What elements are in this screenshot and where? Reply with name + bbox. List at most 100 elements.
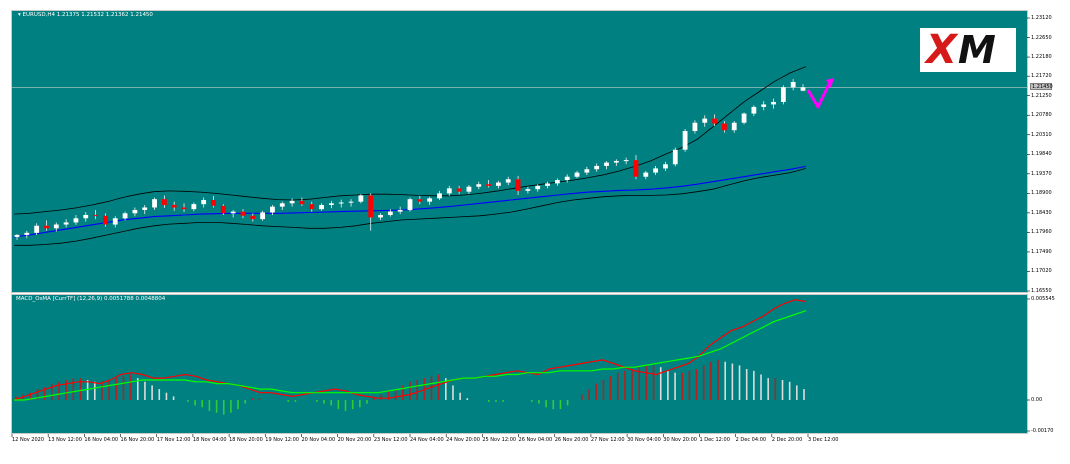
oscillator-tick-label: 0.005545 xyxy=(1031,296,1055,302)
candle-body xyxy=(633,160,639,177)
candle-body xyxy=(574,172,580,177)
candle-body xyxy=(368,195,374,218)
price-tick-label: 1.21250 xyxy=(1031,92,1052,99)
candle-body xyxy=(613,160,619,163)
candle-body xyxy=(643,172,649,177)
price-tick-label: 1.17490 xyxy=(1031,248,1052,255)
price-tick-label: 1.20780 xyxy=(1031,112,1052,119)
candle-body xyxy=(771,101,776,105)
candle-body xyxy=(161,199,167,205)
time-tick-label: 13 Nov 12:00 xyxy=(48,437,82,443)
time-tick-label: 27 Nov 12:00 xyxy=(590,437,625,443)
candle-body xyxy=(348,201,354,203)
time-tick-label: 24 Nov 20:00 xyxy=(446,437,480,443)
oscillator-tick-label: -0.00170 xyxy=(1031,428,1054,434)
candle-body xyxy=(191,204,197,210)
price-tick-label: 1.20310 xyxy=(1031,131,1052,138)
signal-line xyxy=(14,310,807,401)
candle-body xyxy=(73,218,79,223)
candle-body xyxy=(780,87,786,102)
candle-body xyxy=(790,81,796,88)
candle-body xyxy=(171,204,177,208)
time-tick-label: 3 Dec 12:00 xyxy=(808,437,839,443)
oscillator-header: MACD_OsMA [CurrTF] (12,26,9) 0.0051788 0… xyxy=(16,296,166,302)
price-tick-label: 1.23120 xyxy=(1031,15,1052,21)
candle-body xyxy=(446,188,452,194)
symbol-header: ▾ EURUSD,H4 1.21375 1.21532 1.21362 1.21… xyxy=(18,12,153,18)
macd-line xyxy=(13,299,807,401)
candle-body xyxy=(800,87,806,91)
candle-body xyxy=(672,149,678,165)
candle-body xyxy=(751,106,757,114)
candle-body xyxy=(741,113,747,123)
time-tick-label: 20 Nov 04:00 xyxy=(301,437,336,443)
candle-body xyxy=(14,234,20,237)
candle-body xyxy=(142,207,148,210)
candle-body xyxy=(112,218,118,225)
logo-letter-x: X xyxy=(926,27,957,73)
price-tick-label: 1.19370 xyxy=(1031,170,1052,177)
candle-body xyxy=(594,165,600,170)
logo-letter-m: M xyxy=(958,28,996,72)
candle-body xyxy=(722,123,727,131)
price-tick-label: 1.22650 xyxy=(1031,34,1052,41)
candle-body xyxy=(486,184,491,186)
candle-body xyxy=(240,211,246,216)
candle-body xyxy=(279,203,285,207)
candle-body xyxy=(692,122,698,132)
lower-band-line xyxy=(14,168,807,246)
candle-body xyxy=(397,209,403,212)
price-pane[interactable] xyxy=(11,10,1028,293)
price-tick-label: 1.22180 xyxy=(1031,54,1052,61)
candle-body xyxy=(83,214,89,219)
candle-body xyxy=(181,207,187,210)
candle-body xyxy=(712,118,717,124)
time-tick-label: 12 Nov 2020 xyxy=(12,437,45,443)
candle-body xyxy=(535,185,541,190)
price-tick-label: 1.21720 xyxy=(1031,73,1052,80)
candle-body xyxy=(584,169,590,173)
candle-body xyxy=(260,212,266,220)
time-tick-label: 26 Nov 04:00 xyxy=(518,437,553,443)
candle-body xyxy=(289,200,295,204)
time-tick-label: 16 Nov 04:00 xyxy=(84,437,119,443)
projection-arrow xyxy=(806,81,832,109)
candle-body xyxy=(220,205,226,214)
candle-body xyxy=(309,204,315,210)
candle-body xyxy=(378,214,383,218)
candle-body xyxy=(525,189,531,191)
price-tick-label: 1.16550 xyxy=(1031,288,1052,294)
candle-body xyxy=(250,215,256,220)
candle-body xyxy=(211,200,216,206)
price-tick-label: 1.19840 xyxy=(1031,151,1052,158)
candle-body xyxy=(34,225,40,233)
candle-body xyxy=(653,168,659,173)
candle-body xyxy=(53,224,59,229)
current-price-tag: 1.21450 xyxy=(1030,83,1053,91)
price-tick-label: 1.17960 xyxy=(1031,229,1052,236)
candle-body xyxy=(407,199,413,210)
oscillator-pane[interactable] xyxy=(11,294,1028,434)
candle-body xyxy=(476,184,482,187)
candle-body xyxy=(93,214,98,216)
projection-arrowhead xyxy=(826,78,834,88)
candle-body xyxy=(761,104,767,107)
time-tick-label: 2 Dec 20:00 xyxy=(771,437,803,443)
xm-logo: X M xyxy=(920,28,1016,72)
time-tick-label: 23 Nov 12:00 xyxy=(373,437,408,443)
candle-body xyxy=(604,162,609,166)
time-tick-label: 17 Nov 12:00 xyxy=(156,437,191,443)
candle-body xyxy=(387,211,393,215)
time-tick-label: 1 Dec 12:00 xyxy=(699,437,730,443)
candle-body xyxy=(505,179,511,183)
candle-body xyxy=(682,131,688,150)
candle-body xyxy=(24,232,30,235)
candle-body xyxy=(466,186,472,192)
candle-body xyxy=(731,122,737,131)
time-tick-label: 30 Nov 04:00 xyxy=(627,437,661,443)
candle-body xyxy=(564,176,570,181)
time-tick-label: 19 Nov 12:00 xyxy=(265,437,299,443)
time-tick-label: 18 Nov 04:00 xyxy=(192,437,227,443)
